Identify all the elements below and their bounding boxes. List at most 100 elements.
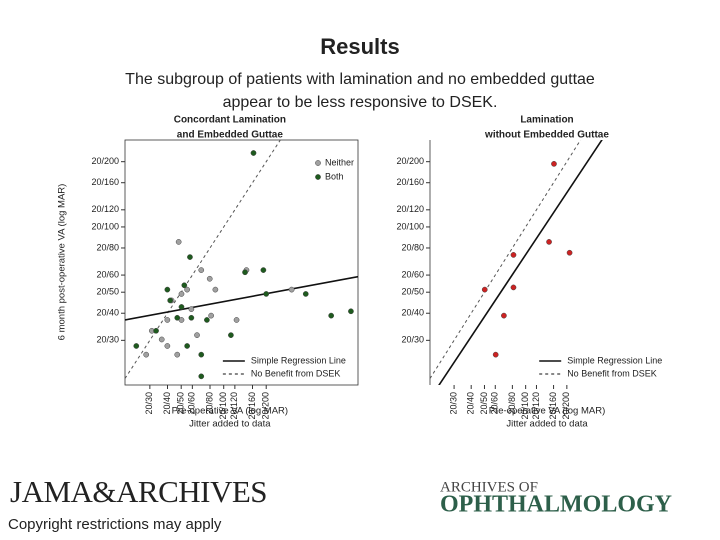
point xyxy=(178,304,185,310)
logo-right: ARCHIVES OF xyxy=(440,479,538,495)
point xyxy=(260,267,267,273)
logo-right: OPHTHALMOLOGY xyxy=(440,492,672,518)
y-tick-label: 20/30 xyxy=(96,335,119,345)
point xyxy=(510,252,517,258)
x-tick-label: 20/160 xyxy=(548,392,558,420)
point xyxy=(198,373,205,380)
x-tick-label: 20/120 xyxy=(229,392,239,420)
point xyxy=(206,275,213,282)
y-tick-label: 20/100 xyxy=(91,221,119,231)
copyright: Copyright restrictions may apply xyxy=(8,516,222,533)
legend-label: Simple Regression Line xyxy=(251,355,346,365)
legend-label: Neither xyxy=(325,157,354,167)
plot-frame xyxy=(124,139,359,386)
point xyxy=(143,351,150,358)
y-axis-label: 6 month post-operative VA (log MAR) xyxy=(57,184,68,341)
y-tick-label: 20/100 xyxy=(396,221,424,231)
y-tick-label: 20/40 xyxy=(401,308,424,318)
y-tick-label: 20/200 xyxy=(396,156,424,166)
chart-title: without Embedded Guttae xyxy=(484,130,609,141)
x-tick-label: 20/160 xyxy=(247,392,257,420)
point xyxy=(208,312,214,319)
x-tick-label: 20/100 xyxy=(520,392,530,420)
x-tick-label: 20/200 xyxy=(261,392,271,420)
regression-line xyxy=(125,275,358,321)
point xyxy=(184,286,190,293)
point xyxy=(510,284,517,291)
point xyxy=(501,312,507,319)
point xyxy=(181,282,188,289)
point xyxy=(233,317,240,323)
x-tick-label: 20/40 xyxy=(466,392,476,415)
point xyxy=(212,286,219,293)
point xyxy=(164,343,171,349)
point xyxy=(481,286,488,293)
point xyxy=(194,332,200,338)
point xyxy=(184,343,190,349)
point xyxy=(174,351,181,358)
point xyxy=(174,314,181,321)
point xyxy=(167,297,174,304)
x-tick-label: 20/30 xyxy=(144,392,154,415)
point xyxy=(153,327,159,334)
x-tick-label: 20/50 xyxy=(176,392,186,415)
y-tick-label: 20/50 xyxy=(401,287,424,297)
plot-area xyxy=(430,140,603,385)
x-tick-label: 20/120 xyxy=(531,392,541,420)
legend-label: No Benefit from DSEK xyxy=(251,368,341,378)
legend-label: Simple Regression Line xyxy=(567,355,662,365)
x-tick-label: 20/100 xyxy=(218,392,228,420)
point xyxy=(198,351,205,358)
y-tick-label: 20/60 xyxy=(401,269,424,279)
y-tick-label: 20/30 xyxy=(401,335,424,345)
y-tick-label: 20/120 xyxy=(91,204,119,214)
y-tick-label: 20/80 xyxy=(96,242,119,252)
slide-title: Results xyxy=(320,34,399,59)
point xyxy=(198,267,205,273)
point xyxy=(348,308,354,315)
plot-area xyxy=(125,140,358,379)
point xyxy=(263,291,270,297)
y-tick-label: 20/200 xyxy=(91,156,119,166)
y-tick-label: 20/60 xyxy=(96,269,119,279)
legend-marker xyxy=(315,174,321,180)
y-tick-label: 20/160 xyxy=(396,177,424,187)
point xyxy=(178,291,185,297)
x-tick-label: 20/40 xyxy=(162,392,172,415)
point xyxy=(228,332,234,338)
point xyxy=(551,160,557,167)
x-tick-label: 20/200 xyxy=(561,392,571,420)
point xyxy=(250,150,257,156)
regression-line xyxy=(438,140,603,385)
x-axis-label: Jitter added to data xyxy=(189,419,271,430)
legend-marker xyxy=(315,160,321,166)
point xyxy=(188,314,195,321)
point xyxy=(492,351,499,358)
chart-title: and Embedded Guttae xyxy=(177,130,284,141)
legend-label: Both xyxy=(325,171,344,181)
point xyxy=(187,254,193,260)
point xyxy=(242,269,248,276)
point xyxy=(204,317,210,323)
point xyxy=(302,291,309,297)
point xyxy=(288,286,295,293)
point xyxy=(566,249,573,256)
no-benefit-line xyxy=(430,140,582,379)
y-tick-label: 20/120 xyxy=(396,204,424,214)
x-tick-label: 20/60 xyxy=(187,392,197,415)
subtitle: The subgroup of patients with lamination… xyxy=(125,71,595,88)
x-tick-label: 20/80 xyxy=(204,392,214,415)
chart-title: Lamination xyxy=(520,115,573,126)
x-tick-label: 20/80 xyxy=(507,392,517,415)
x-tick-label: 20/50 xyxy=(479,392,489,415)
point xyxy=(158,336,165,343)
point xyxy=(175,239,182,245)
y-tick-label: 20/160 xyxy=(91,177,119,187)
x-axis-label: Jitter added to data xyxy=(506,419,588,430)
point xyxy=(328,312,335,319)
x-tick-label: 20/60 xyxy=(490,392,500,415)
point xyxy=(164,317,171,323)
y-tick-label: 20/80 xyxy=(401,242,424,252)
point xyxy=(188,306,195,312)
